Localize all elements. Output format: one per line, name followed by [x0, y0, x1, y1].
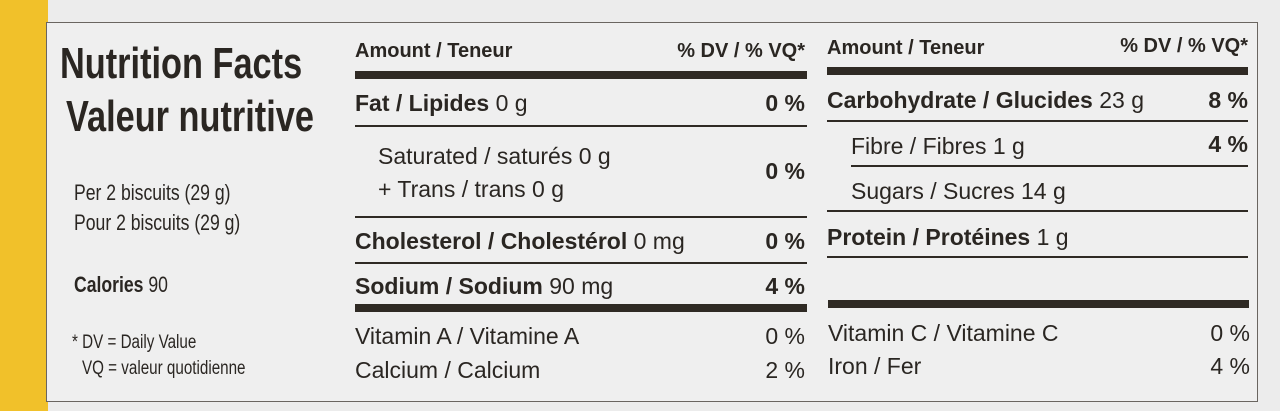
title-en: Nutrition Facts — [60, 39, 303, 88]
carb-amount: 23 g — [1099, 87, 1145, 113]
nutrition-facts-table — [46, 22, 1258, 402]
fat-label: Fat / Lipides — [355, 90, 490, 116]
package-yellow-edge — [0, 0, 48, 411]
sodium-amount: 90 mg — [549, 273, 614, 299]
fibre-dv: 4 % — [1208, 131, 1248, 157]
divider — [827, 256, 1248, 258]
protein-amount: 1 g — [1036, 224, 1069, 250]
sodium-dv: 4 % — [765, 273, 805, 299]
iron-dv: 4 % — [1210, 353, 1250, 379]
protein-label: Protein / Protéines — [827, 224, 1031, 250]
sodium-label: Sodium / Sodium — [355, 273, 543, 299]
header-dv: % DV / % VQ* — [677, 40, 805, 62]
sodium-row: Sodium / Sodium 90 mg — [355, 273, 613, 300]
fat-dv: 0 % — [765, 90, 805, 116]
serving-size-en: Per 2 biscuits (29 g) — [74, 180, 231, 205]
saturated-row: Saturated / saturés 0 g — [378, 143, 611, 169]
calories: Calories 90 — [74, 272, 168, 298]
carb-dv: 8 % — [1208, 87, 1248, 113]
vitamin-c-row: Vitamin C / Vitamine C — [828, 320, 1059, 346]
title-fr: Valeur nutritive — [66, 92, 314, 141]
thick-divider — [355, 304, 807, 312]
fat-amount: 0 g — [495, 90, 528, 116]
cholesterol-label: Cholesterol / Cholestérol — [355, 228, 628, 254]
vitamin-c-dv: 0 % — [1210, 320, 1250, 346]
fat-row: Fat / Lipides 0 g — [355, 90, 528, 117]
trans-row: + Trans / trans 0 g — [378, 176, 565, 202]
thick-divider — [355, 71, 807, 79]
vitamin-a-row: Vitamin A / Vitamine A — [355, 323, 580, 349]
header-dv-right: % DV / % VQ* — [1120, 35, 1248, 57]
calcium-dv: 2 % — [765, 357, 805, 383]
footnote-vq: VQ = valeur quotidienne — [82, 358, 246, 379]
iron-row: Iron / Fer — [828, 353, 922, 379]
sugars-row: Sugars / Sucres 14 g — [851, 178, 1066, 204]
divider — [355, 125, 807, 127]
cholesterol-row: Cholesterol / Cholestérol 0 mg — [355, 228, 685, 255]
calories-label: Calories — [74, 272, 144, 297]
header-amount: Amount / Teneur — [355, 40, 513, 62]
divider — [851, 165, 1248, 167]
calcium-row: Calcium / Calcium — [355, 357, 541, 383]
divider — [355, 216, 807, 218]
divider — [355, 262, 807, 264]
divider — [827, 210, 1248, 212]
calories-value: 90 — [148, 272, 168, 297]
vitamin-a-dv: 0 % — [765, 323, 805, 349]
thick-divider — [828, 300, 1249, 308]
cholesterol-amount: 0 mg — [633, 228, 685, 254]
carbohydrate-row: Carbohydrate / Glucides 23 g — [827, 87, 1144, 114]
protein-row: Protein / Protéines 1 g — [827, 224, 1069, 251]
sat-trans-dv: 0 % — [765, 158, 805, 184]
footnote-dv: * DV = Daily Value — [72, 332, 197, 353]
divider — [827, 120, 1248, 122]
cholesterol-dv: 0 % — [765, 228, 805, 254]
header-amount-right: Amount / Teneur — [827, 37, 985, 59]
fibre-row: Fibre / Fibres 1 g — [851, 133, 1025, 159]
thick-divider — [827, 67, 1248, 75]
serving-size-fr: Pour 2 biscuits (29 g) — [74, 210, 241, 235]
carb-label: Carbohydrate / Glucides — [827, 87, 1093, 113]
